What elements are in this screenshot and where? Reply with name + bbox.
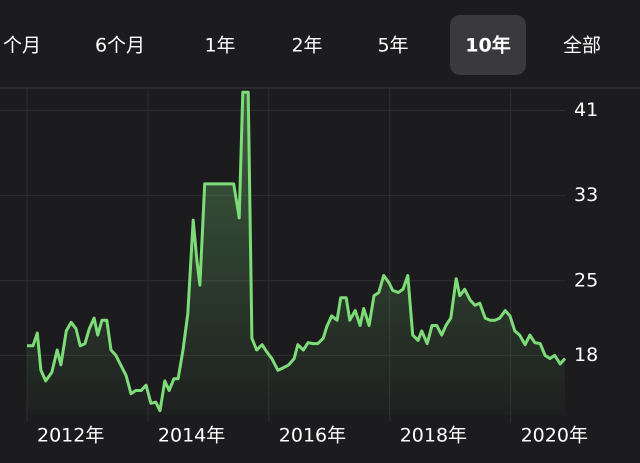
x-tick-label: 2012年 bbox=[37, 425, 104, 447]
price-line bbox=[27, 90, 567, 413]
time-range-tab[interactable]: 10年 bbox=[465, 34, 510, 57]
x-tick-label: 2014年 bbox=[158, 425, 225, 447]
y-tick-label: 41 bbox=[574, 99, 598, 121]
time-range-tab[interactable]: 1年 bbox=[204, 35, 235, 57]
x-tick-label: 2020年 bbox=[521, 425, 588, 447]
time-range-tab[interactable]: 2年 bbox=[291, 35, 322, 57]
x-tick-label: 2018年 bbox=[400, 425, 467, 447]
y-tick-label: 18 bbox=[574, 344, 598, 366]
time-range-tab[interactable]: 个月 bbox=[3, 35, 41, 57]
area-fill bbox=[27, 92, 565, 416]
y-tick-label: 33 bbox=[574, 184, 598, 206]
tab-selected-bg[interactable] bbox=[450, 15, 526, 75]
x-tick-label: 2016年 bbox=[279, 425, 346, 447]
y-tick-label: 25 bbox=[574, 269, 598, 291]
time-range-tab[interactable]: 全部 bbox=[563, 35, 601, 57]
time-range-tab[interactable]: 6个月 bbox=[95, 35, 145, 57]
time-range-tab[interactable]: 5年 bbox=[377, 35, 408, 57]
